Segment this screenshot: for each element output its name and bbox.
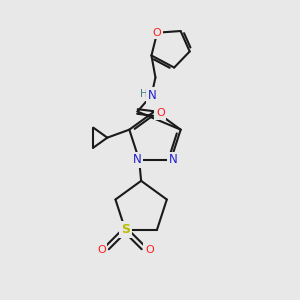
Text: N: N <box>133 153 142 166</box>
Text: O: O <box>145 245 154 255</box>
Text: H: H <box>140 89 147 100</box>
Text: O: O <box>156 109 165 118</box>
Text: N: N <box>169 153 177 166</box>
Text: N: N <box>148 89 157 102</box>
Text: S: S <box>121 223 130 236</box>
Text: O: O <box>97 245 106 255</box>
Text: O: O <box>153 28 161 38</box>
